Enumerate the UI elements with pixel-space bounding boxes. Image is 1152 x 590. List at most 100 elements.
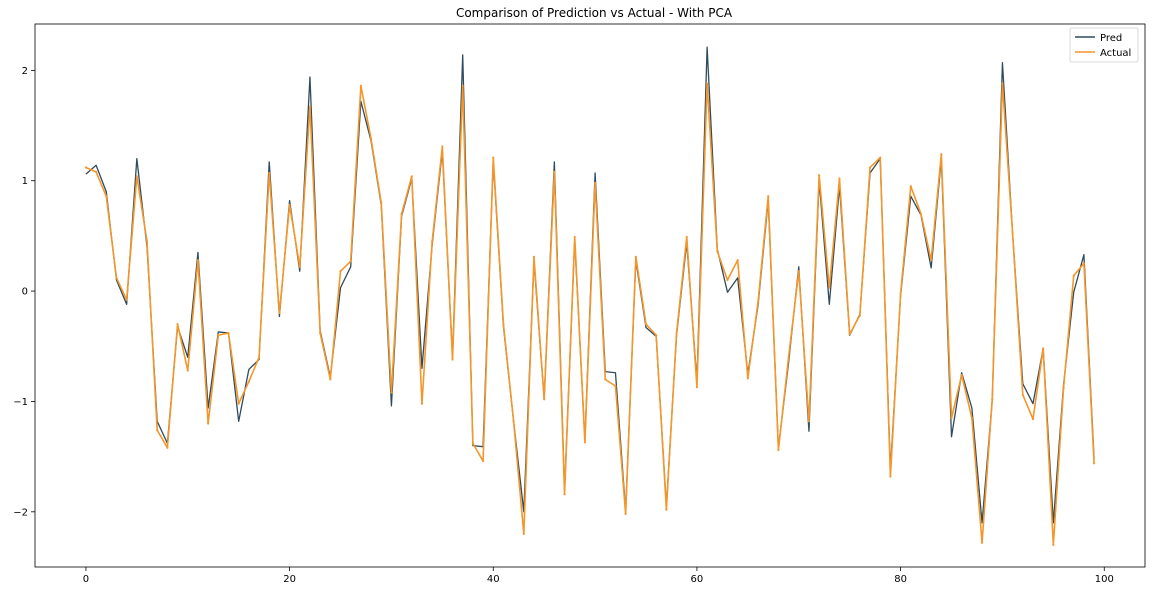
x-tick-label: 40	[487, 574, 500, 585]
actual-point	[706, 82, 709, 85]
axes-layer: 0 20 40 60 80 100 −2 −1 0 1 2	[13, 66, 1114, 585]
actual-point	[807, 420, 811, 423]
plot-frame	[34, 23, 1146, 568]
actual-point	[1011, 232, 1014, 235]
actual-point	[207, 422, 210, 425]
actual-point	[196, 259, 200, 262]
actual-point	[329, 378, 332, 381]
actual-point	[186, 369, 189, 372]
actual-point	[217, 334, 220, 337]
actual-point	[624, 512, 627, 516]
actual-point	[471, 442, 474, 445]
actual-point	[95, 170, 98, 173]
actual-point	[838, 177, 841, 180]
actual-point	[889, 475, 892, 478]
y-tick-label: −1	[13, 397, 28, 408]
actual-point	[797, 270, 800, 273]
actual-point	[583, 441, 587, 444]
actual-point	[1001, 82, 1004, 85]
actual-point	[553, 170, 556, 173]
actual-point	[390, 391, 393, 394]
actual-point	[858, 314, 861, 317]
actual-point	[451, 358, 454, 361]
actual-point	[1092, 462, 1096, 465]
actual-point	[145, 240, 149, 243]
actual-point	[573, 235, 576, 239]
actual-point	[319, 331, 322, 335]
legend: Pred Actual	[1069, 27, 1139, 63]
actual-point	[400, 212, 403, 215]
actual-point	[930, 259, 933, 262]
actual-point	[879, 156, 882, 159]
actual-point	[115, 276, 118, 279]
actual-point	[237, 402, 240, 405]
actual-point	[339, 270, 342, 273]
actual-point	[756, 301, 760, 304]
actual-point	[1021, 393, 1024, 396]
actual-point	[410, 175, 413, 178]
chart-title: Comparison of Prediction vs Actual - Wit…	[456, 6, 733, 20]
actual-point	[512, 420, 515, 423]
x-tick-label: 80	[894, 574, 907, 585]
actual-point	[532, 255, 536, 258]
actual-point	[105, 195, 108, 198]
actual-point	[268, 171, 271, 175]
actual-point	[257, 356, 261, 359]
actual-point	[767, 195, 770, 198]
actual-point	[298, 265, 301, 268]
actual-point	[655, 334, 658, 337]
actual-point	[380, 201, 383, 204]
actual-point	[125, 298, 128, 302]
actual-point	[634, 255, 637, 258]
actual-point	[1062, 387, 1065, 390]
actual-point	[736, 259, 739, 262]
actual-point	[369, 137, 373, 140]
actual-point	[685, 235, 688, 239]
actual-point	[308, 105, 312, 108]
legend-label-pred: Pred	[1100, 33, 1122, 44]
x-tick-label: 60	[691, 574, 704, 585]
actual-point	[1082, 262, 1085, 265]
actual-point	[899, 292, 902, 295]
actual-point	[1072, 274, 1075, 277]
actual-point	[604, 378, 607, 381]
actual-point	[593, 181, 597, 185]
actual-point	[156, 429, 159, 432]
actual-point	[359, 84, 362, 87]
actual-point	[176, 323, 179, 326]
x-tick-label: 0	[83, 574, 89, 585]
legend-label-actual: Actual	[1100, 48, 1131, 59]
actual-point	[563, 493, 566, 496]
actual-point	[278, 312, 281, 315]
series-line-actual	[85, 82, 1095, 546]
x-tick-label: 100	[1095, 574, 1114, 585]
actual-point	[991, 398, 994, 401]
actual-point	[420, 402, 424, 405]
actual-point	[665, 508, 668, 511]
actual-point	[818, 174, 821, 177]
actual-point	[746, 377, 749, 380]
actual-point	[441, 145, 444, 148]
actual-point	[695, 386, 699, 389]
actual-point	[614, 384, 617, 388]
actual-point	[716, 250, 719, 253]
actual-point	[950, 416, 953, 420]
actual-point	[940, 153, 943, 156]
plot-area	[35, 24, 1152, 567]
actual-point	[868, 166, 872, 169]
actual-point	[909, 185, 912, 188]
actual-point	[1031, 418, 1035, 421]
actual-point	[461, 84, 464, 87]
y-tick-label: −2	[13, 507, 28, 518]
actual-point	[1042, 347, 1045, 350]
actual-point	[970, 416, 973, 420]
actual-point	[919, 212, 923, 215]
actual-point	[522, 532, 525, 535]
actual-point	[349, 260, 352, 263]
actual-point	[247, 380, 250, 383]
actual-point	[777, 448, 780, 452]
actual-point	[166, 446, 169, 449]
actual-point	[787, 356, 790, 359]
actual-point	[227, 331, 230, 335]
